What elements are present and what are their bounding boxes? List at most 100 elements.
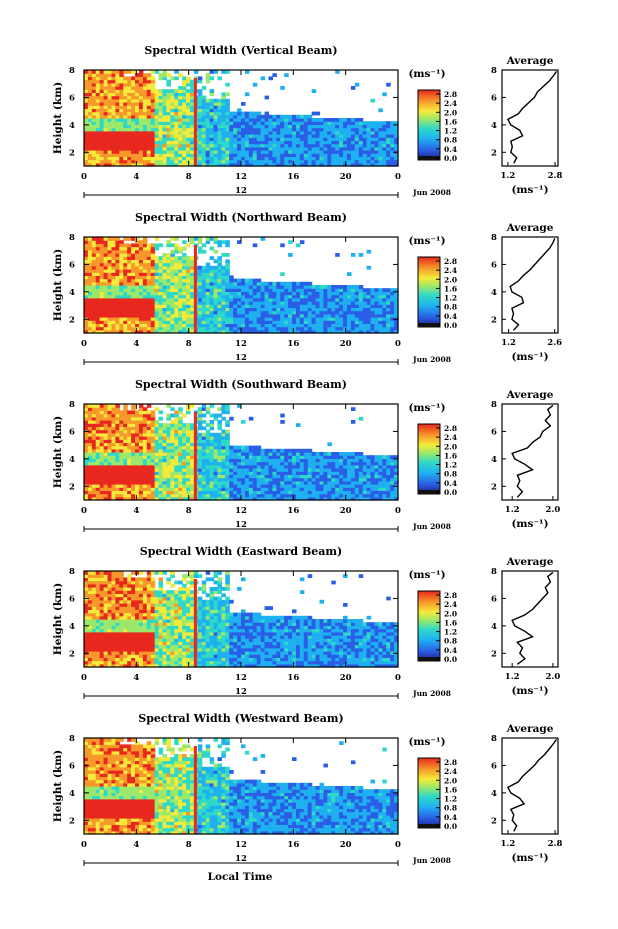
heatmap-cell <box>201 140 207 145</box>
heatmap-cell <box>237 121 242 125</box>
heatmap-cell <box>99 281 105 286</box>
heatmap-cell <box>303 137 309 141</box>
heatmap-cell <box>166 445 171 450</box>
heatmap-cell <box>158 496 164 501</box>
heatmap-cell <box>201 493 207 498</box>
heatmap-cell <box>170 455 175 459</box>
heatmap-cell <box>186 256 191 260</box>
heatmap-cell <box>111 323 116 328</box>
heatmap-cell <box>178 304 183 308</box>
heatmap-cell <box>99 307 105 312</box>
heatmap-cell <box>248 487 254 491</box>
heatmap-cell <box>95 423 101 427</box>
heatmap-cell <box>248 307 254 312</box>
heatmap-cell <box>307 329 313 334</box>
heatmap-cell <box>131 323 136 328</box>
heatmap-cell <box>178 130 183 135</box>
heatmap-cell <box>331 140 336 145</box>
heatmap-cell <box>138 146 144 151</box>
heatmap-cell <box>95 461 101 466</box>
heatmap-cell <box>91 420 97 424</box>
heatmap-cell <box>174 134 179 138</box>
heatmap-cell <box>256 150 262 154</box>
heatmap-cell <box>284 143 289 148</box>
heatmap-cell <box>197 326 203 331</box>
heatmap-cell <box>131 98 136 103</box>
heatmap-cell <box>217 455 222 459</box>
heatmap-cell <box>111 127 116 132</box>
heatmap-cell <box>158 480 164 485</box>
heatmap-cell <box>311 291 317 296</box>
heatmap-cell <box>135 98 140 103</box>
heatmap-cell <box>95 111 101 116</box>
heatmap-cell <box>237 487 242 491</box>
heatmap-cell <box>217 153 222 157</box>
heatmap-cell <box>138 137 144 141</box>
heatmap-cell <box>123 89 128 93</box>
heatmap-cell <box>146 156 152 161</box>
heatmap-cell <box>115 474 120 479</box>
heatmap-cell <box>166 124 171 129</box>
heatmap-cell <box>319 320 325 324</box>
heatmap-cell <box>229 326 234 331</box>
heatmap-cell <box>217 111 222 116</box>
heatmap-cell <box>303 301 309 305</box>
heatmap-cell <box>366 124 372 129</box>
heatmap-cell <box>123 127 128 132</box>
heatmap-cell <box>237 474 242 479</box>
heatmap-cell <box>150 159 156 164</box>
heatmap-cell <box>142 297 148 302</box>
heatmap-cell <box>182 329 187 334</box>
heatmap-cell <box>166 297 171 302</box>
heatmap-cell <box>189 474 195 479</box>
heatmap-cell <box>135 140 140 145</box>
heatmap-cell <box>135 89 140 93</box>
heatmap-cell <box>221 416 226 421</box>
heatmap-cell <box>201 320 207 324</box>
heatmap-cell <box>103 461 109 466</box>
heatmap-cell <box>123 95 128 100</box>
heatmap-cell <box>131 445 136 450</box>
heatmap-cell <box>174 410 179 415</box>
heatmap-cell <box>217 105 222 109</box>
heatmap-cell <box>138 452 144 456</box>
heatmap-cell <box>252 291 258 296</box>
heatmap-cell <box>241 297 246 302</box>
heatmap-cell <box>272 143 277 148</box>
heatmap-cell <box>103 423 109 427</box>
heatmap-cell <box>182 436 187 440</box>
heatmap-cell <box>205 429 211 434</box>
heatmap-cell <box>335 146 340 151</box>
heatmap-cell <box>303 124 309 129</box>
heatmap-cell <box>115 130 120 135</box>
heatmap-cell <box>256 127 262 132</box>
heatmap-cell <box>142 436 148 440</box>
heatmap-cell <box>95 127 101 132</box>
heatmap-cell <box>87 304 93 308</box>
heatmap-cell <box>123 98 128 103</box>
heatmap-cell <box>358 130 364 135</box>
heatmap-cell <box>170 272 175 276</box>
heatmap-cell <box>170 323 175 328</box>
heatmap-cell <box>178 477 183 482</box>
heatmap-cell <box>237 285 242 289</box>
heatmap-cell <box>197 468 203 472</box>
heatmap-cell <box>209 448 215 453</box>
heatmap-cell <box>166 288 171 292</box>
heatmap-cell <box>264 118 270 122</box>
heatmap-cell <box>272 313 277 318</box>
heatmap-cell <box>233 493 238 498</box>
heatmap-cell <box>115 484 120 488</box>
heatmap-cell <box>170 89 175 93</box>
heatmap-cell <box>119 423 124 427</box>
heatmap-cell <box>131 464 136 469</box>
heatmap-cell <box>138 265 144 270</box>
heatmap-cell <box>186 297 191 302</box>
heatmap-cell <box>119 111 124 116</box>
heatmap-cell <box>280 86 285 90</box>
heatmap-cell <box>217 294 222 299</box>
heatmap-cell <box>170 493 175 498</box>
heatmap-cell <box>260 291 266 296</box>
heatmap-cell <box>91 480 97 485</box>
heatmap-cell <box>229 329 234 334</box>
